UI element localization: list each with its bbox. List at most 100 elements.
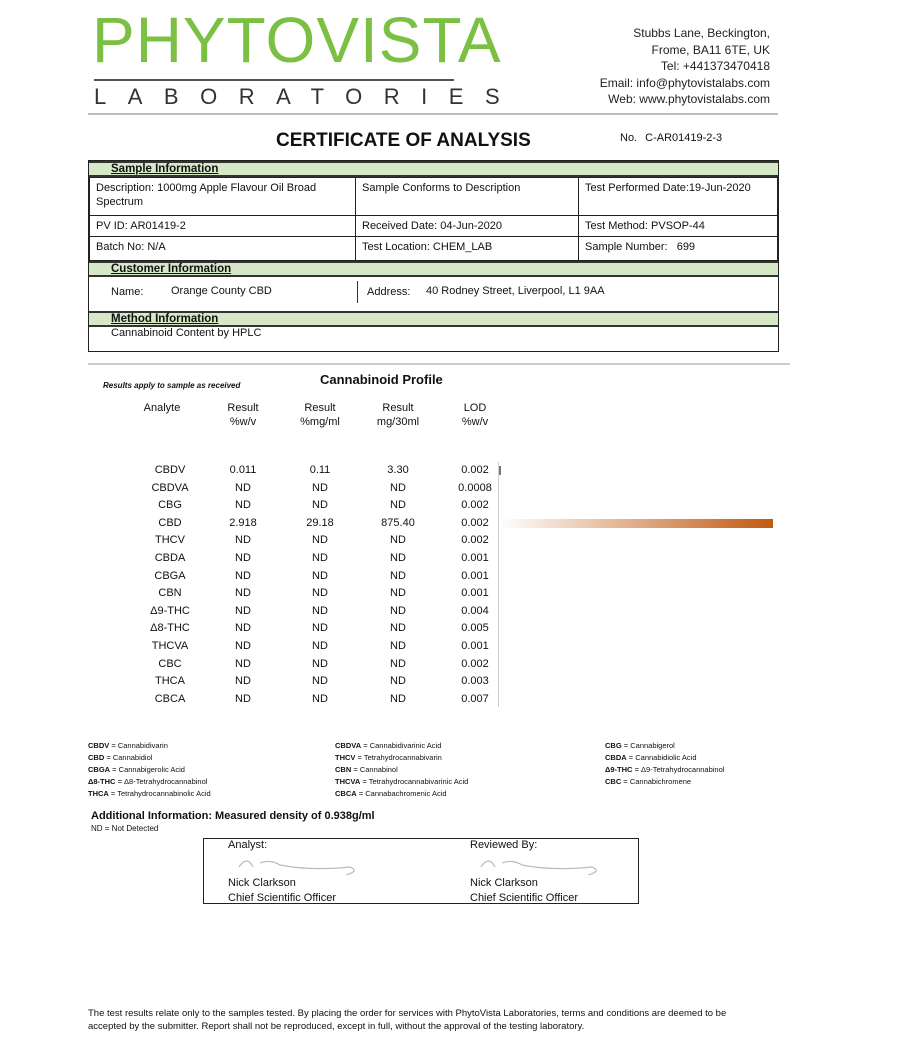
- result-cell: ND: [390, 534, 406, 547]
- logo-subtitle: LABORATORIES: [94, 84, 522, 109]
- legend-abbr: Δ8-THC: [88, 777, 116, 786]
- legend-name: Cannabigerol: [630, 741, 675, 750]
- description: Description: 1000mg Apple Flavour Oil Br…: [89, 177, 356, 216]
- batch-no: Batch No: N/A: [89, 236, 356, 261]
- result-cell: 0.002: [461, 516, 489, 529]
- conformance: Sample Conforms to Description: [355, 177, 579, 216]
- header-divider: [88, 113, 778, 115]
- result-cell: ND: [390, 640, 406, 652]
- result-cell: ND: [312, 692, 328, 705]
- legend-abbr: Δ9-THC: [605, 765, 633, 774]
- result-cell: ND: [235, 569, 251, 582]
- reviewer-label: Reviewed By:: [470, 839, 538, 851]
- certificate-number: No. C-AR01419-2-3: [620, 132, 722, 144]
- column-header: LOD %w/v: [461, 402, 489, 428]
- result-cell: 0.007: [461, 692, 489, 705]
- legend-entry: CBD = Cannabidiol: [88, 753, 153, 762]
- nd-note: ND = Not Detected: [91, 824, 159, 833]
- analyte-name: Δ8-THC: [150, 622, 190, 635]
- result-cell: ND: [235, 587, 251, 600]
- profile-title: Cannabinoid Profile: [320, 372, 443, 387]
- result-cell: 0.004: [461, 604, 489, 617]
- analyte-name: CBC: [158, 657, 182, 670]
- pv-id: PV ID: AR01419-2: [89, 215, 356, 237]
- result-cell: ND: [390, 657, 406, 670]
- result-cell: 0.002: [461, 657, 489, 670]
- result-cell: 0.005: [461, 622, 489, 635]
- result-cell: ND: [312, 622, 328, 635]
- result-cell: ND: [235, 692, 251, 705]
- analyte-name: CBDVA: [151, 481, 189, 494]
- cert-no-value: C-AR01419-2-3: [645, 132, 723, 144]
- lab-address: Stubbs Lane, Beckington, Frome, BA11 6TE…: [600, 25, 770, 108]
- section-heading: Method Information: [89, 311, 778, 327]
- result-cell: ND: [235, 499, 251, 512]
- legend-name: Cannabigerolic Acid: [118, 765, 185, 774]
- table-row: CBDVA ND ND ND 0.0008: [0, 481, 491, 499]
- test-location: Test Location: CHEM_LAB: [355, 236, 579, 261]
- divider: [357, 281, 358, 303]
- legend-name: Tetrahydrocannabivarinic Acid: [368, 777, 469, 786]
- result-cell: 2.918: [229, 516, 257, 529]
- result-cell: ND: [235, 534, 251, 547]
- legend-abbr: CBDVA: [335, 741, 362, 750]
- result-cell: 0.0008: [458, 481, 492, 494]
- result-cell: 0.11: [309, 464, 331, 476]
- result-cell: 0.011: [229, 464, 257, 476]
- section-heading: Sample Information: [89, 161, 778, 177]
- legend-abbr: CBC: [605, 777, 622, 786]
- result-bar-CBDV: [499, 466, 501, 475]
- legend-entry: CBC = Cannabichromene: [605, 777, 692, 786]
- legend-name: Cannabidivarinic Acid: [369, 741, 442, 750]
- divider: [88, 363, 790, 365]
- table-row: CBN ND ND ND 0.001: [0, 587, 488, 604]
- analyte-name: Δ9-THC: [150, 604, 190, 617]
- test-date: Test Performed Date:19-Jun-2020: [578, 177, 778, 216]
- table-row: Δ8-THC ND ND ND 0.005: [0, 622, 489, 639]
- footer-disclaimer: The test results relate only to the samp…: [88, 1008, 727, 1032]
- legend-entry: CBDVA = Cannabidivarinic Acid: [335, 741, 442, 750]
- customer-name: Orange County CBD: [171, 285, 272, 297]
- column-header: Analyte: [143, 402, 181, 414]
- analyte-name: THCA: [155, 675, 185, 688]
- result-cell: 0.001: [461, 552, 489, 564]
- customer-address: 40 Rodney Street, Liverpool, L1 9AA: [426, 285, 605, 297]
- additional-information: Additional Information: Measured density…: [91, 810, 375, 822]
- legend-abbr: CBD: [88, 753, 105, 762]
- result-cell: ND: [235, 481, 251, 494]
- result-cell: ND: [312, 569, 328, 582]
- received-date: Received Date: 04-Jun-2020: [355, 215, 579, 237]
- legend-entry: THCVA = Tetrahydrocannabivarinic Acid: [335, 777, 469, 786]
- result-cell: ND: [235, 622, 251, 635]
- analyte-name: CBCA: [154, 692, 186, 705]
- legend-abbr: THCV: [335, 753, 356, 762]
- phone: Tel: +441373470418: [660, 59, 770, 73]
- result-cell: 0.001: [461, 587, 489, 600]
- table-row: CBG ND ND ND 0.002: [0, 499, 489, 516]
- legend-name: Δ8-Tetrahydrocannabinol: [124, 777, 208, 786]
- result-cell: 0.001: [461, 569, 489, 582]
- analyst-label: Analyst:: [228, 839, 268, 851]
- result-cell: 0.002: [461, 534, 489, 547]
- result-cell: ND: [390, 499, 406, 512]
- result-cell: ND: [312, 481, 328, 494]
- table-row: CBCA ND ND ND 0.007: [0, 692, 489, 710]
- legend-entry: CBDV = Cannabidivarin: [88, 741, 168, 750]
- sample-number: Sample Number: 699: [578, 236, 778, 261]
- legend-name: Tetrahydrocannabivarin: [363, 753, 442, 762]
- table-row: Δ9-THC ND ND ND 0.004: [0, 604, 489, 622]
- analyte-name: CBDA: [154, 552, 186, 564]
- result-cell: ND: [312, 552, 328, 564]
- result-cell: 29.18: [306, 516, 334, 529]
- result-cell: ND: [312, 675, 328, 688]
- address-label: Address:: [367, 286, 411, 298]
- analyte-name: CBG: [158, 499, 182, 512]
- legend-entry: CBGA = Cannabigerolic Acid: [88, 765, 185, 774]
- result-cell: 0.001: [461, 640, 489, 652]
- test-method: Test Method: PVSOP-44: [578, 215, 778, 237]
- analyte-name: CBDV: [154, 464, 186, 476]
- result-cell: 0.002: [461, 464, 489, 476]
- analyst-role: Chief Scientific Officer: [228, 892, 337, 904]
- table-row: THCV ND ND ND 0.002: [0, 534, 489, 551]
- signature-box: Analyst: Nick Clarkson Chief Scientific …: [203, 838, 639, 904]
